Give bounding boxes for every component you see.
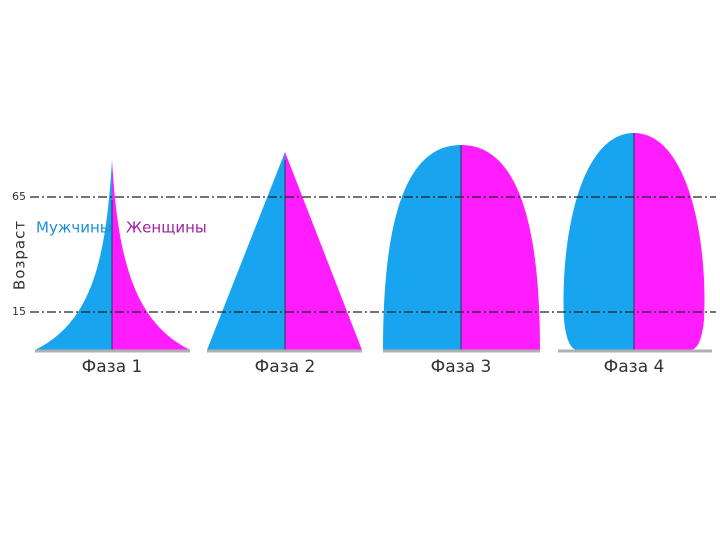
female-shape <box>112 160 190 350</box>
male-shape <box>207 152 285 350</box>
phase-label: Фаза 1 <box>82 357 143 377</box>
pyramid-2 <box>207 152 362 353</box>
pyramid-3 <box>383 145 540 353</box>
axis-label: Возраст <box>11 220 29 290</box>
age-mark: 65 <box>12 190 26 203</box>
female-shape <box>634 133 705 350</box>
phase-label: Фаза 4 <box>604 357 665 377</box>
male-shape <box>383 145 461 350</box>
female-shape <box>285 152 362 350</box>
legend-female: Женщины <box>126 219 207 237</box>
male-shape <box>35 160 112 350</box>
phase-label: Фаза 2 <box>255 357 316 377</box>
legend-male: Мужчины <box>36 219 112 237</box>
female-shape <box>461 145 540 350</box>
phase-label: Фаза 3 <box>431 357 492 377</box>
pyramid-4 <box>558 133 712 353</box>
age-mark: 15 <box>12 305 26 318</box>
pyramid-1 <box>35 160 190 353</box>
male-shape <box>563 133 634 350</box>
